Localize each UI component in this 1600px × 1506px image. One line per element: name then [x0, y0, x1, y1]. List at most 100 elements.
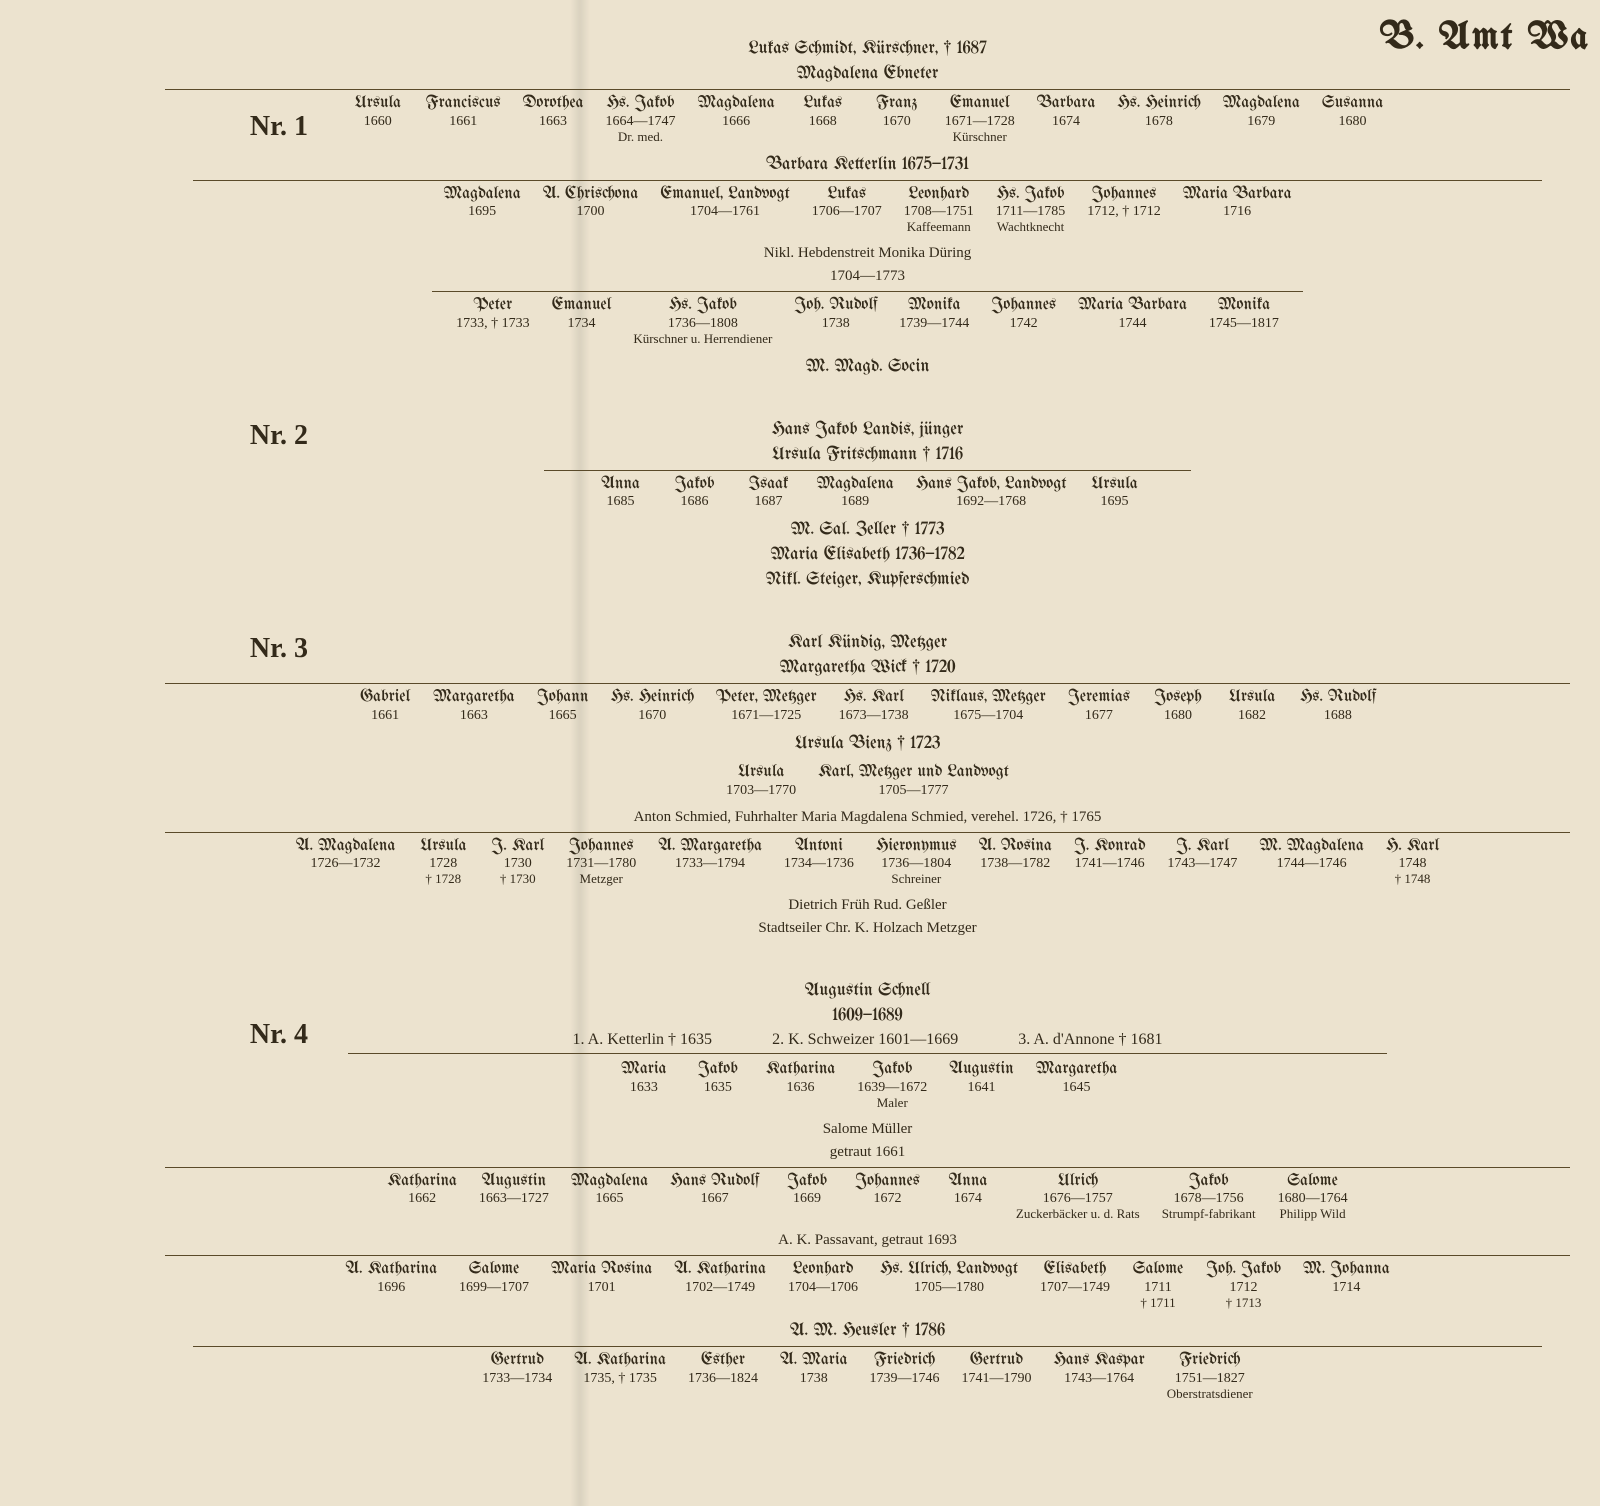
person-name: Maria Rosina	[551, 1260, 652, 1280]
person-dates: 1716	[1183, 204, 1292, 220]
person-name: Jakob	[1162, 1172, 1256, 1192]
person-name: Maria Barbara	[1078, 296, 1187, 316]
person-name: Hs. Heinrich	[611, 688, 694, 708]
person-name: Ulrich	[1016, 1172, 1140, 1192]
person-cell: Gertrud1741—1790	[961, 1351, 1031, 1402]
generation-row: Katharina1662Augustin1663—1727Magdalena1…	[165, 1167, 1570, 1223]
person-dates: 1663—1727	[479, 1191, 549, 1207]
person-name: M. Magdalena	[1259, 837, 1363, 857]
person-dates: 1671—1725	[716, 708, 817, 724]
person-dates: 1687	[742, 494, 794, 510]
family-number-label: Nr. 4	[165, 1019, 320, 1051]
person-cell: Hs. Ulrich, Landvogt1705—1780	[880, 1260, 1018, 1311]
person-name: Magdalena	[697, 94, 774, 114]
generation-row: Anna1685Jakob1686Isaak1687Magdalena1689H…	[544, 470, 1190, 511]
person-dates: 1678	[1117, 114, 1200, 130]
person-cell: Magdalena1695	[443, 185, 520, 236]
person-name: Maria Barbara	[1183, 185, 1292, 205]
person-dates: 1674	[1037, 114, 1096, 130]
person-name: M. Johanna	[1303, 1260, 1390, 1280]
person-dates: 1741—1746	[1074, 856, 1146, 872]
person-dates: 1739—1744	[899, 316, 969, 332]
spouse-entry: 1. A. Ketterlin † 1635	[573, 1031, 713, 1049]
person-cell: Jakob1686	[668, 475, 720, 511]
generation-note: M. Sal. Zeller † 1773	[165, 520, 1570, 539]
person-name: Jakob	[857, 1060, 927, 1080]
person-cell: Hans Rudolf1667	[670, 1172, 759, 1223]
person-cell: A. Magdalena1726—1732	[296, 837, 396, 888]
person-dates: 1708—1751	[904, 204, 974, 220]
person-cell: Emanuel1671—1728Kürschner	[945, 94, 1015, 145]
person-name: Isaak	[742, 475, 794, 495]
generation-note-small: 1704—1773	[165, 268, 1570, 285]
person-subline: † 1728	[417, 872, 469, 887]
person-cell: Hs. Heinrich1678	[1117, 94, 1200, 145]
person-dates: 1711—1785	[996, 204, 1065, 220]
generation-note-small: A. K. Passavant, getraut 1693	[165, 1232, 1570, 1249]
person-dates: 1641	[949, 1080, 1013, 1096]
person-name: J. Karl	[491, 837, 544, 857]
person-dates: 1736—1804	[876, 856, 957, 872]
person-cell: Jakob1678—1756Strumpf-fabrikant	[1162, 1172, 1256, 1223]
person-dates: 1728	[417, 856, 469, 872]
person-subline: Philipp Wild	[1278, 1207, 1348, 1222]
person-cell: Johannes1742	[991, 296, 1056, 347]
person-cell: Augustin1663—1727	[479, 1172, 549, 1223]
person-dates: 1678—1756	[1162, 1191, 1256, 1207]
person-cell: Emanuel1734	[552, 296, 612, 347]
person-name: Hs. Heinrich	[1117, 94, 1200, 114]
person-dates: 1741—1790	[961, 1371, 1031, 1387]
person-cell: Jakob1639—1672Maler	[857, 1060, 927, 1111]
generation-row: Ursula1660Franciscus1661Dorothea1663Hs. …	[165, 89, 1570, 145]
person-name: Emanuel	[945, 94, 1015, 114]
person-dates: 1745—1817	[1209, 316, 1279, 332]
families-container: Nr. 1Lukas Schmidt, Kürschner, † 1687Mag…	[165, 39, 1570, 1402]
person-dates: 1689	[816, 494, 893, 510]
person-name: A. Rosina	[979, 837, 1052, 857]
person-subline: Zuckerbäcker u. d. Rats	[1016, 1207, 1140, 1222]
generation-note-small: Salome Müller	[165, 1121, 1570, 1138]
person-dates: 1711	[1132, 1280, 1184, 1296]
person-cell: A. Katharina1702—1749	[674, 1260, 766, 1311]
person-name: Johannes	[991, 296, 1056, 316]
person-cell: Esther1736—1824	[688, 1351, 758, 1402]
person-name: A. Katharina	[574, 1351, 666, 1371]
person-name: Augustin	[949, 1060, 1013, 1080]
person-cell: Elisabeth1707—1749	[1040, 1260, 1110, 1311]
person-dates: 1660	[352, 114, 404, 130]
person-cell: Ursula1695	[1089, 475, 1141, 511]
person-cell: Susanna1680	[1322, 94, 1383, 145]
generation-note: A. M. Heusler † 1786	[165, 1321, 1570, 1340]
person-cell: A. Katharina1735, † 1735	[574, 1351, 666, 1402]
person-dates: 1742	[991, 316, 1056, 332]
person-dates: 1686	[668, 494, 720, 510]
person-cell: Maria Barbara1716	[1183, 185, 1292, 236]
person-cell: Peter1733, † 1733	[456, 296, 530, 347]
person-subline: Schreiner	[876, 872, 957, 887]
person-dates: 1730	[491, 856, 544, 872]
person-cell: Salome1680—1764Philipp Wild	[1278, 1172, 1348, 1223]
person-subline: † 1730	[491, 872, 544, 887]
family-parent-line: Lukas Schmidt, Kürschner, † 1687	[165, 39, 1570, 58]
person-name: Susanna	[1322, 94, 1383, 114]
person-cell: Hs. Karl1673—1738	[839, 688, 909, 724]
person-name: Magdalena	[1223, 94, 1300, 114]
person-name: Gertrud	[482, 1351, 552, 1371]
person-cell: Hs. Rudolf1688	[1300, 688, 1376, 724]
person-name: Hans Kaspar	[1053, 1351, 1144, 1371]
person-cell: Maria Rosina1701	[551, 1260, 652, 1311]
person-name: Joh. Rudolf	[794, 296, 877, 316]
person-cell: Leonhard1704—1706	[788, 1260, 858, 1311]
person-name: Peter	[456, 296, 530, 316]
person-cell: Anna1685	[594, 475, 646, 511]
person-cell: Ursula1728† 1728	[417, 837, 469, 888]
person-name: Franciscus	[426, 94, 501, 114]
family-block: Nr. 4Augustin Schnell1609—16891. A. Kett…	[165, 981, 1570, 1401]
person-cell: Jakob1669	[781, 1172, 833, 1223]
person-name: Jakob	[781, 1172, 833, 1192]
generation-note: Ursula Bienz † 1723	[165, 734, 1570, 753]
person-cell: Katharina1636	[766, 1060, 835, 1111]
person-cell: Salome1699—1707	[459, 1260, 529, 1311]
person-name: A. Maria	[780, 1351, 848, 1371]
person-name: Anna	[942, 1172, 994, 1192]
